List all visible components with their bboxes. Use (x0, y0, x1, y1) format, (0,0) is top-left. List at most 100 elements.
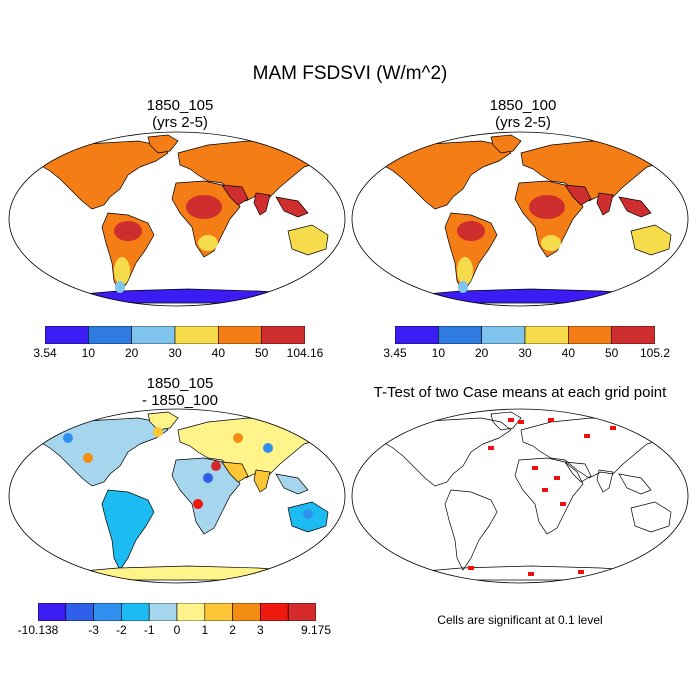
india-landmass (253, 192, 271, 216)
map-panel-1850-100 (351, 131, 689, 307)
colorbar-swatch-9 (287, 603, 316, 621)
greenland-landmass (490, 134, 522, 154)
colorbar-swatch-3 (174, 326, 219, 344)
colorbar-tick-label: 3.54 (33, 346, 57, 360)
india-landmass (596, 192, 614, 216)
significant-cell-3 (584, 434, 590, 438)
colorbar-swatch-2 (131, 326, 176, 344)
sahara-core (186, 195, 222, 219)
patagonia-band (458, 281, 468, 293)
significant-cell-9 (488, 446, 494, 450)
arabia-landmass (221, 461, 249, 483)
anomaly-patch-5 (263, 443, 273, 453)
significant-cell-7 (610, 426, 616, 430)
significant-cell-2 (548, 418, 554, 422)
south-cone-band (457, 257, 473, 285)
anomaly-patch-8 (153, 427, 163, 437)
panel-1-title-line2: (yrs 2-5) (152, 114, 208, 131)
namerica-landmass (37, 140, 169, 210)
map-content (379, 134, 672, 304)
panel-3-title-line2: - 1850_100 (142, 392, 218, 409)
colorbar-tick-label: -1 (143, 623, 155, 637)
colorbar-1850-100 (395, 326, 655, 344)
colorbar-swatch-1 (65, 603, 94, 621)
africa-landmass (514, 457, 584, 535)
significant-cell-13 (560, 502, 566, 506)
india-landmass (596, 469, 614, 493)
significant-cell-6 (542, 488, 548, 492)
significant-cell-4 (532, 466, 538, 470)
greenland-landmass (490, 411, 522, 431)
significance-note: Cells are significant at 0.1 level (437, 613, 603, 627)
colorbar-swatch-1 (438, 326, 482, 344)
anomaly-patch-1 (83, 453, 93, 463)
significant-cell-1 (518, 420, 524, 424)
colorbar-swatch-8 (260, 603, 289, 621)
colorbar-swatch-0 (38, 603, 67, 621)
colorbar-swatch-5 (611, 326, 655, 344)
arabia-landmass (564, 461, 592, 483)
significant-cell-0 (508, 418, 514, 422)
antarctica-landmass (36, 288, 321, 304)
colorbar-tick-label: 30 (518, 346, 532, 360)
australia-landmass (630, 501, 672, 533)
colorbar-tick-label: 9.175 (300, 623, 332, 637)
south-africa-band (541, 235, 561, 251)
panel-3-title-line1: 1850_105 (146, 375, 214, 392)
samerica-landmass (101, 489, 155, 571)
colorbar-swatch-5 (261, 326, 305, 344)
significant-cell-10 (468, 566, 474, 570)
anomaly-patch-9 (211, 461, 221, 471)
map-panel-1850-105 (8, 131, 346, 307)
significant-cell-5 (554, 476, 560, 480)
colorbar-tick-label: 1 (201, 623, 209, 637)
colorbar-swatch-6 (204, 603, 233, 621)
colorbar-tick-label: 10 (431, 346, 446, 360)
colorbar-swatch-3 (121, 603, 150, 621)
arabia-landmass (564, 184, 592, 206)
colorbar-swatch-4 (568, 326, 612, 344)
anomaly-patch-7 (303, 509, 313, 519)
australia-interior (637, 233, 665, 249)
colorbar-tick-label: 20 (124, 346, 139, 360)
panel-1-title-line1: 1850_105 (146, 97, 214, 114)
significant-cell-8 (638, 422, 644, 426)
anomaly-patch-0 (63, 433, 73, 443)
colorbar-tick-label: 50 (604, 346, 619, 360)
map-panel-difference (8, 408, 346, 584)
panel-2-title-line1: 1850_100 (489, 97, 557, 114)
map-content (36, 134, 329, 304)
panel-1-title: 1850_105 (yrs 2-5) (75, 97, 285, 131)
map-frame (8, 408, 346, 584)
namerica-landmass (380, 417, 512, 487)
colorbar-tick-label: 50 (254, 346, 269, 360)
colorbar-swatch-7 (232, 603, 261, 621)
arabia-landmass (221, 184, 249, 206)
seasia-landmass (275, 196, 309, 218)
colorbar-swatch-0 (45, 326, 89, 344)
seasia-landmass (618, 196, 652, 218)
south-africa-band (198, 235, 218, 251)
figure-title: MAM FSDSVI (W/m^2) (252, 63, 448, 84)
colorbar-swatch-4 (218, 326, 262, 344)
colorbar-tick-label: 104.16 (286, 346, 324, 360)
colorbar-swatch-1 (88, 326, 132, 344)
amazon-core (457, 221, 485, 241)
significant-cell-12 (528, 572, 534, 576)
greenland-landmass (147, 134, 179, 154)
seasia-landmass (618, 473, 652, 495)
anomaly-patch-4 (233, 433, 243, 443)
map-content (379, 411, 672, 581)
map-panel-ttest (351, 408, 689, 584)
significant-cell-11 (578, 570, 584, 574)
antarctica-landmass (379, 288, 664, 304)
south-cone-band (114, 257, 130, 285)
colorbar-tick-label: 40 (211, 346, 226, 360)
namerica-landmass (380, 140, 512, 210)
colorbar-1850-105 (45, 326, 305, 344)
map-frame (8, 131, 346, 307)
antarctica-landmass (36, 565, 321, 581)
panel-3-title: 1850_105 - 1850_100 (75, 375, 285, 409)
samerica-landmass (444, 489, 498, 571)
colorbar-tick-label: -10.138 (17, 623, 59, 637)
